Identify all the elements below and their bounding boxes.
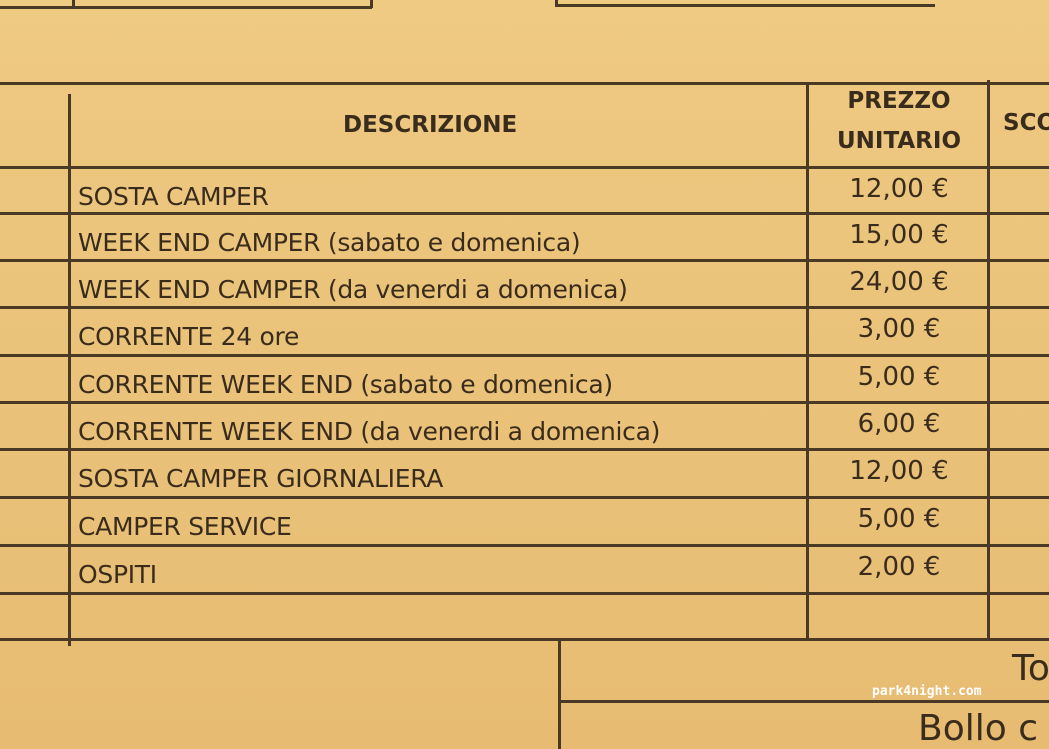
- stamp-label: Bollo c: [918, 708, 1038, 749]
- row-price: 12,00 €: [849, 456, 949, 486]
- row-divider: [0, 448, 1049, 451]
- row-divider: [0, 496, 1049, 499]
- row-price: 5,00 €: [857, 504, 941, 534]
- top-box-left-border: [0, 6, 372, 9]
- row-price: 5,00 €: [857, 362, 941, 392]
- table-border-bottom: [0, 638, 1049, 641]
- header-unit-price-line2: UNITARIO: [836, 128, 961, 154]
- top-box-right-border: [555, 4, 935, 7]
- row-divider: [0, 544, 1049, 547]
- header-divider: [0, 166, 1049, 169]
- top-box-divider: [370, 0, 373, 8]
- row-divider: [0, 592, 1049, 595]
- row-divider: [0, 212, 1049, 215]
- column-divider: [987, 80, 990, 638]
- column-divider: [806, 82, 809, 640]
- row-description: CORRENTE WEEK END (da venerdi a domenica…: [78, 417, 661, 446]
- row-price: 24,00 €: [849, 267, 949, 297]
- row-description: WEEK END CAMPER (da venerdi a domenica): [78, 275, 628, 304]
- row-description: SOSTA CAMPER: [78, 182, 269, 211]
- total-label: To: [1012, 648, 1049, 689]
- row-description: OSPITI: [78, 560, 157, 589]
- watermark: park4night.com: [872, 684, 982, 699]
- table-border-top: [0, 82, 1049, 85]
- header-description: DESCRIZIONE: [343, 112, 518, 138]
- row-description: SOSTA CAMPER GIORNALIERA: [78, 464, 444, 493]
- footer-row-divider: [560, 700, 1049, 703]
- row-price: 2,00 €: [857, 552, 941, 582]
- row-price: 15,00 €: [849, 220, 949, 250]
- top-box-divider: [72, 0, 75, 8]
- row-price: 12,00 €: [849, 174, 949, 204]
- column-divider: [68, 94, 71, 646]
- row-price: 3,00 €: [857, 314, 941, 344]
- row-divider: [0, 401, 1049, 404]
- row-description: WEEK END CAMPER (sabato e domenica): [78, 228, 581, 257]
- footer-divider: [558, 638, 561, 749]
- row-divider: [0, 259, 1049, 262]
- row-divider: [0, 306, 1049, 309]
- row-divider: [0, 354, 1049, 357]
- row-description: CAMPER SERVICE: [78, 512, 292, 541]
- row-description: CORRENTE 24 ore: [78, 322, 300, 351]
- header-discount: SCO: [1003, 110, 1049, 136]
- row-price: 6,00 €: [857, 409, 941, 439]
- top-box-divider: [555, 0, 558, 6]
- row-description: CORRENTE WEEK END (sabato e domenica): [78, 370, 613, 399]
- header-unit-price-line1: PREZZO: [847, 88, 951, 114]
